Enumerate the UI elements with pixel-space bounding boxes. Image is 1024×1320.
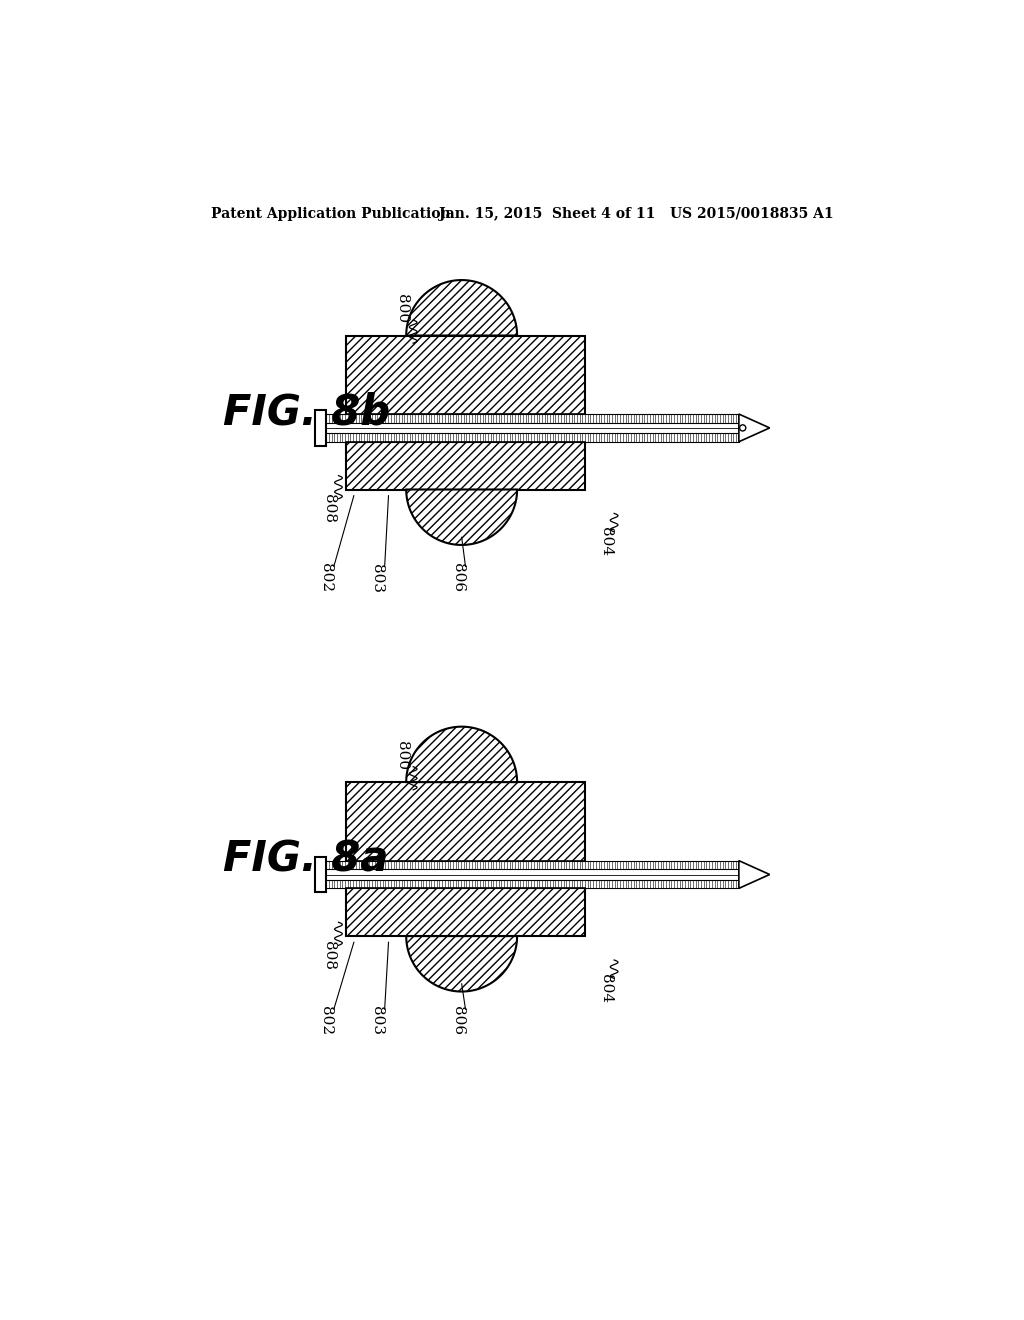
Bar <box>315 411 326 446</box>
Text: Jan. 15, 2015  Sheet 4 of 11: Jan. 15, 2015 Sheet 4 of 11 <box>438 207 655 220</box>
Text: FIG. 8a: FIG. 8a <box>223 838 388 880</box>
Bar <box>315 869 755 880</box>
Polygon shape <box>407 280 517 335</box>
Circle shape <box>739 425 745 432</box>
Bar <box>326 861 739 869</box>
Polygon shape <box>739 861 770 888</box>
Bar <box>326 433 739 442</box>
Bar <box>315 857 326 892</box>
Bar <box>326 414 739 422</box>
Bar <box>315 422 755 433</box>
Text: 804: 804 <box>599 974 613 1003</box>
Text: 803: 803 <box>370 1006 384 1035</box>
Bar <box>326 880 739 888</box>
Text: 800: 800 <box>394 741 409 770</box>
Text: 808: 808 <box>323 941 336 970</box>
Polygon shape <box>739 414 770 442</box>
Polygon shape <box>407 727 517 781</box>
Text: US 2015/0018835 A1: US 2015/0018835 A1 <box>670 207 834 220</box>
Text: 802: 802 <box>319 1006 333 1035</box>
Text: 806: 806 <box>451 1006 465 1035</box>
Text: 804: 804 <box>599 527 613 557</box>
Polygon shape <box>407 490 517 545</box>
Text: 800: 800 <box>394 294 409 323</box>
Text: Patent Application Publication: Patent Application Publication <box>211 207 451 220</box>
Text: 808: 808 <box>323 494 336 523</box>
Text: 803: 803 <box>370 564 384 593</box>
Polygon shape <box>407 936 517 991</box>
Bar <box>346 781 585 936</box>
Text: 802: 802 <box>319 564 333 593</box>
Bar <box>346 335 585 490</box>
Text: 806: 806 <box>451 564 465 593</box>
Text: FIG. 8b: FIG. 8b <box>223 392 390 433</box>
